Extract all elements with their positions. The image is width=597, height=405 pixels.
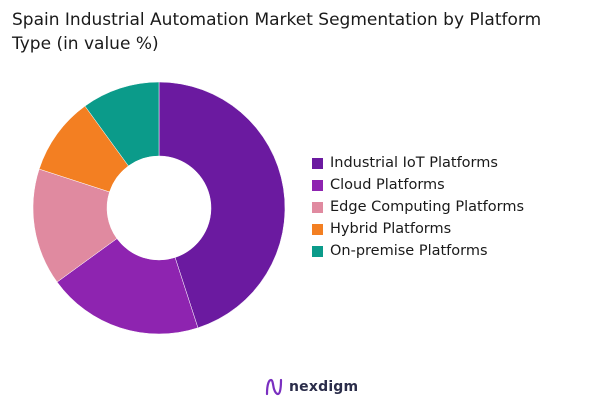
- legend-swatch-on-premise: [312, 245, 323, 257]
- legend-item-cloud: Cloud Platforms: [312, 174, 524, 196]
- chart-title: Spain Industrial Automation Market Segme…: [12, 8, 592, 56]
- donut-slice-cloud-platforms: [56, 238, 199, 335]
- donut-slice-on-premise-platforms: [84, 81, 160, 167]
- legend-swatch-industrial-iot: [312, 157, 323, 169]
- legend-item-hybrid: Hybrid Platforms: [312, 218, 524, 240]
- legend-label-on-premise: On-premise Platforms: [330, 243, 488, 259]
- nexdigm-logo-icon: [265, 378, 283, 396]
- legend-label-edge-computing: Edge Computing Platforms: [330, 199, 525, 215]
- legend-item-edge-computing: Edge Computing Platforms: [312, 196, 524, 218]
- legend-item-on-premise: On-premise Platforms: [312, 240, 524, 262]
- legend-label-industrial-iot: Industrial IoT Platforms: [330, 155, 498, 171]
- chart-title-line-1: Spain Industrial Automation Market Segme…: [12, 10, 542, 30]
- legend-label-hybrid: Hybrid Platforms: [330, 221, 452, 237]
- chart-title-line-2: Type (in value %): [12, 34, 159, 54]
- legend-swatch-edge-computing: [312, 201, 323, 213]
- chart-legend: Industrial IoT Platforms Cloud Platforms…: [312, 152, 524, 262]
- legend-swatch-hybrid: [312, 223, 323, 235]
- brand-name: nexdigm: [289, 379, 359, 395]
- legend-item-industrial-iot: Industrial IoT Platforms: [312, 152, 524, 174]
- donut-slice-industrial-iot-platforms: [158, 81, 286, 329]
- legend-swatch-cloud: [312, 179, 323, 191]
- brand-logo: nexdigm: [263, 376, 358, 398]
- legend-label-cloud: Cloud Platforms: [330, 177, 445, 193]
